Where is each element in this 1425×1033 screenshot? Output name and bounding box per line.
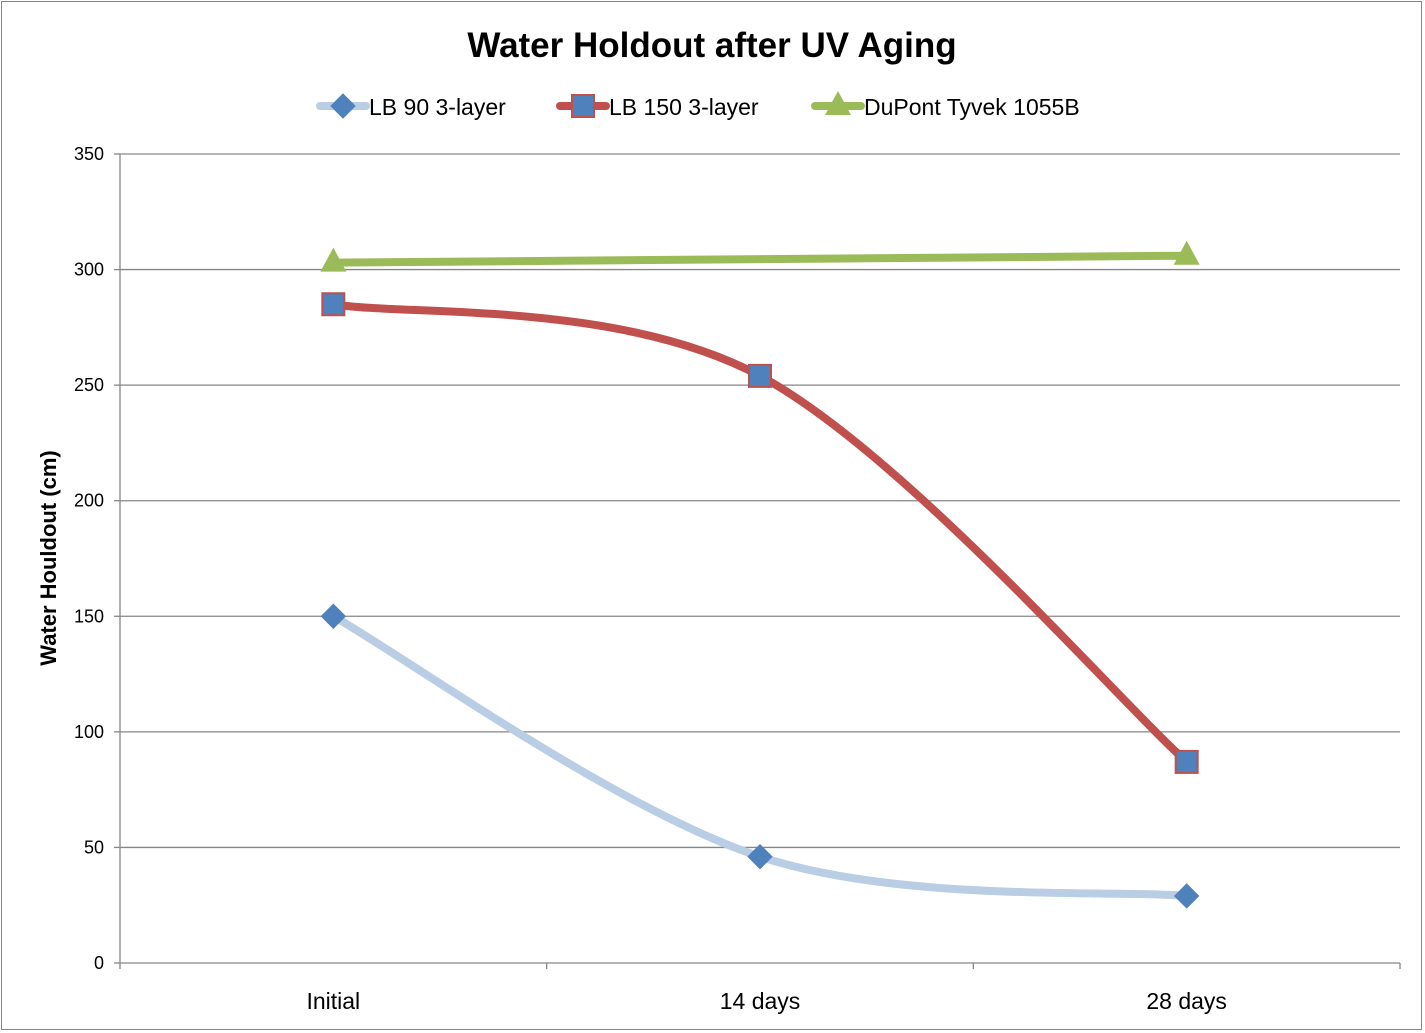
series-line [329,251,1191,267]
legend-label: LB 150 3-layer [609,94,759,120]
data-point [1174,749,1199,774]
x-tick-label: Initial [306,988,360,1014]
y-tick-label: 350 [74,144,104,164]
data-point [320,247,347,272]
y-tick-label: 50 [84,837,104,857]
y-tick-label: 300 [74,260,104,280]
data-point [748,363,772,388]
y-tick-label: 200 [74,491,104,511]
legend-marker [571,94,595,118]
y-tick-label: 100 [74,722,104,742]
legend-label: LB 90 3-layer [369,94,506,120]
series-2 [320,240,1200,272]
x-tick-label: 14 days [720,988,801,1014]
data-point [1173,883,1200,909]
series-1 [321,292,1199,774]
legend-marker [825,91,851,115]
legend-marker [330,93,356,119]
data-point [747,843,773,870]
data-point [1173,240,1200,265]
series-0 [320,603,1200,909]
legend-label: DuPont Tyvek 1055B [864,94,1080,120]
data-point [321,292,346,317]
y-axis-label: Water Houldout (cm) [36,450,61,666]
y-tick-label: 0 [94,953,104,973]
legend-item: LB 150 3-layer [556,94,759,120]
chart-title: Water Holdout after UV Aging [467,26,956,65]
y-tick-label: 250 [74,375,104,395]
data-point [320,603,347,629]
legend-item: DuPont Tyvek 1055B [811,91,1080,120]
legend-item: LB 90 3-layer [316,93,506,120]
x-tick-label: 28 days [1146,988,1227,1014]
y-tick-label: 150 [74,606,104,626]
